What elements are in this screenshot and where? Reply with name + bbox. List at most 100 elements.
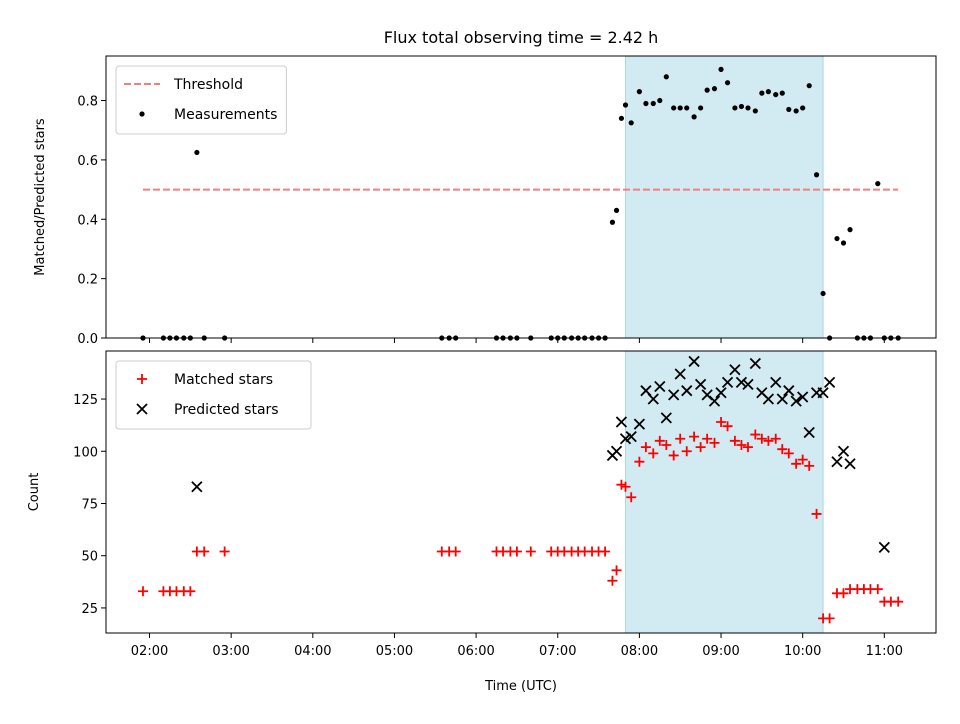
measurements-point	[793, 108, 799, 114]
measurements-point	[613, 207, 620, 213]
measurements-point	[875, 181, 881, 187]
predicted-stars-point	[776, 393, 788, 405]
matched-stars-point	[634, 456, 645, 467]
matched-stars-point	[709, 437, 720, 448]
matched-stars-point	[668, 450, 679, 461]
predicted-stars-point	[647, 393, 659, 405]
measurements-point	[752, 108, 758, 114]
matched-stars-point	[804, 460, 815, 471]
x-tick-label: 03:00	[212, 644, 249, 659]
predicted-stars-point	[783, 385, 795, 397]
predicted-stars-point	[878, 541, 890, 553]
legend: Matched stars Predicted stars	[115, 360, 312, 430]
predicted-stars-point	[625, 431, 637, 443]
measurements-point	[677, 105, 683, 111]
matched-stars-point	[777, 444, 788, 455]
predicted-stars-point	[688, 355, 700, 368]
chart-title: Flux total observing time = 2.42 h	[384, 28, 659, 47]
legend-label: Measurements	[174, 107, 277, 123]
measurements-point	[684, 105, 690, 111]
predicted-stars-point	[817, 387, 829, 399]
matched-stars-point	[620, 481, 631, 492]
x-axis-label: Time (UTC)	[484, 679, 557, 694]
predicted-stars-point	[729, 364, 741, 376]
x-tick-label: 04:00	[294, 644, 331, 659]
matched-stars-point	[742, 442, 753, 453]
x-tick-label: 08:00	[621, 644, 658, 659]
matched-stars-point	[695, 442, 706, 453]
y-tick-label: 0.6	[77, 154, 98, 169]
y-tick-label: 50	[81, 550, 98, 565]
measurements-point	[765, 89, 771, 95]
x-tick-label: 07:00	[539, 644, 576, 659]
measurements-point	[663, 74, 669, 80]
measurements-point	[738, 103, 745, 110]
predicted-stars-point	[797, 391, 809, 403]
matched-stars-point	[525, 546, 536, 557]
matched-stars-point	[219, 546, 230, 557]
predicted-stars-point	[721, 376, 734, 388]
matched-stars-point	[511, 546, 522, 557]
measurements-point	[618, 115, 625, 121]
y-tick-label: 75	[81, 497, 98, 512]
legend-predicted-swatch	[136, 403, 148, 415]
matched-stars-point	[811, 508, 822, 519]
measurements-point	[806, 83, 812, 89]
matched-stars-point	[681, 446, 692, 457]
predicted-stars-point	[694, 378, 707, 391]
measurements-point	[773, 91, 779, 98]
predicted-stars-point	[615, 416, 628, 428]
matched-stars-point	[791, 458, 802, 469]
bottom-y-axis-label: Count	[27, 473, 42, 512]
measurements-point	[840, 240, 847, 246]
legend-box	[115, 360, 312, 430]
predicted-stars-point	[191, 481, 203, 493]
predicted-stars-point	[790, 395, 802, 407]
predicted-stars-point	[681, 385, 693, 397]
predicted-stars-point	[742, 378, 754, 391]
bottom-panel: 25 50 75 100 125 02:00 03:00 04:00 05:00 06:00 07:…	[73, 350, 937, 659]
predicted-stars-point	[610, 445, 623, 457]
matched-stars-point	[702, 433, 713, 444]
measurements-point	[820, 290, 826, 297]
y-tick-label: 0.0	[77, 332, 98, 347]
matched-stars-point	[661, 440, 672, 450]
measurements-point	[718, 66, 724, 72]
legend-label: Matched stars	[174, 372, 273, 388]
measurements-point	[194, 149, 200, 156]
x-tick-label: 10:00	[784, 644, 821, 659]
matched-stars-point	[640, 442, 651, 453]
measurements-point	[759, 90, 765, 96]
measurements-point	[657, 97, 663, 104]
predicted-stars-point	[749, 357, 761, 370]
matched-stars-point	[750, 429, 761, 440]
x-tick-label: 09:00	[702, 644, 739, 659]
matched-stars-point	[675, 433, 686, 444]
legend-label: Threshold	[173, 77, 243, 93]
y-tick-label: 0.4	[77, 213, 98, 228]
predicted-stars-point	[674, 368, 686, 380]
measurements-point	[622, 102, 629, 108]
measurements-point	[698, 105, 704, 111]
measurements-point	[643, 100, 649, 107]
shaded-span	[625, 55, 824, 339]
predicted-stars-point	[708, 395, 721, 407]
y-tick-label: 0.8	[77, 95, 98, 110]
matched-stars-point	[450, 546, 461, 557]
matched-stars-point	[607, 575, 618, 586]
predicted-stars-point	[803, 426, 815, 439]
y-tick-label: 25	[81, 602, 98, 617]
measurements-point	[609, 219, 616, 225]
axes-frame	[105, 55, 937, 339]
matched-stars-point	[137, 586, 148, 597]
predicted-stars-point	[715, 387, 727, 399]
predicted-stars-point	[654, 380, 666, 393]
measurements-point	[704, 87, 710, 93]
x-tick-label: 11:00	[866, 644, 903, 659]
legend-label: Predicted stars	[174, 402, 279, 418]
legend: Threshold Measurements	[115, 65, 287, 135]
measurements-point	[691, 114, 697, 120]
y-tick-label: 100	[73, 445, 98, 460]
matched-stars-point	[756, 433, 767, 444]
